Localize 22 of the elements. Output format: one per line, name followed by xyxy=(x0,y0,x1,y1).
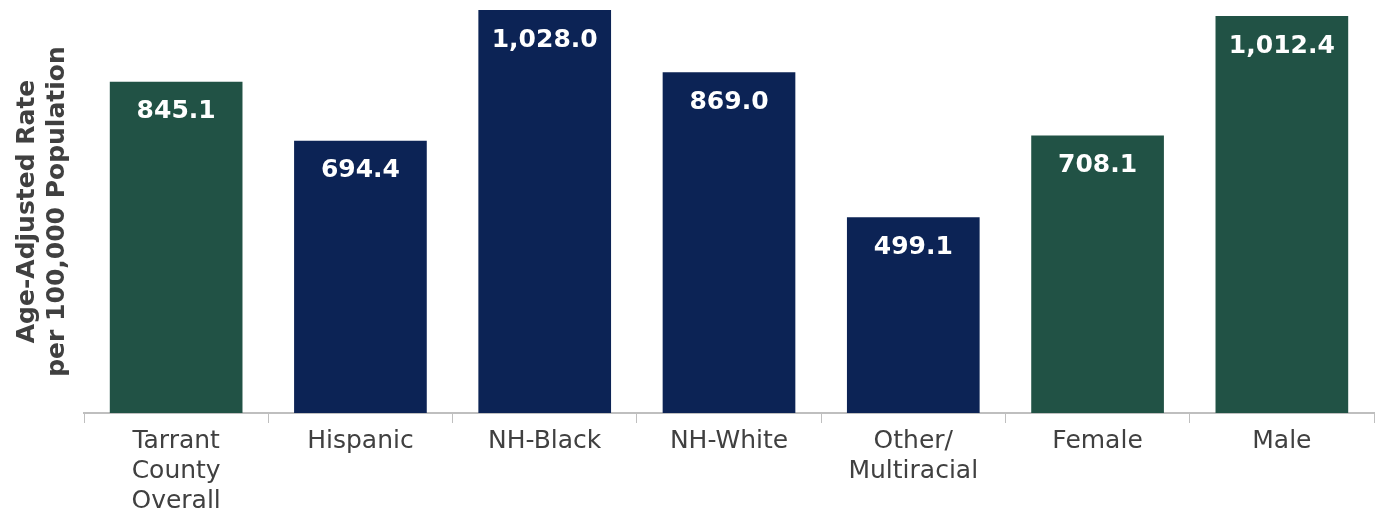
data-label: 1,028.0 xyxy=(491,23,598,53)
data-label: 499.1 xyxy=(873,230,953,260)
x-tick-label: NH-White xyxy=(669,424,789,454)
data-label: 845.1 xyxy=(136,95,216,125)
bar xyxy=(1215,16,1349,413)
bar xyxy=(1031,135,1164,413)
data-label: 1,012.4 xyxy=(1228,29,1335,59)
x-tick-label: Tarrant County Overall xyxy=(131,424,221,514)
bar xyxy=(109,81,243,413)
bar xyxy=(846,217,980,413)
data-label: 869.0 xyxy=(689,85,769,115)
x-tick-label: Female xyxy=(1052,424,1143,454)
bar xyxy=(294,140,427,413)
x-tick-label: Other/Multiracial xyxy=(848,424,979,484)
y-axis-title: Age-Adjusted Rate per 100,000 Population xyxy=(10,46,70,377)
bar xyxy=(478,10,612,413)
x-tick-label: NH-Black xyxy=(488,424,602,454)
x-tick-label: Male xyxy=(1252,424,1312,454)
bar xyxy=(662,72,796,413)
data-label: 708.1 xyxy=(1058,148,1138,178)
x-tick-label: Hispanic xyxy=(307,424,414,454)
data-label: 694.4 xyxy=(320,154,400,184)
